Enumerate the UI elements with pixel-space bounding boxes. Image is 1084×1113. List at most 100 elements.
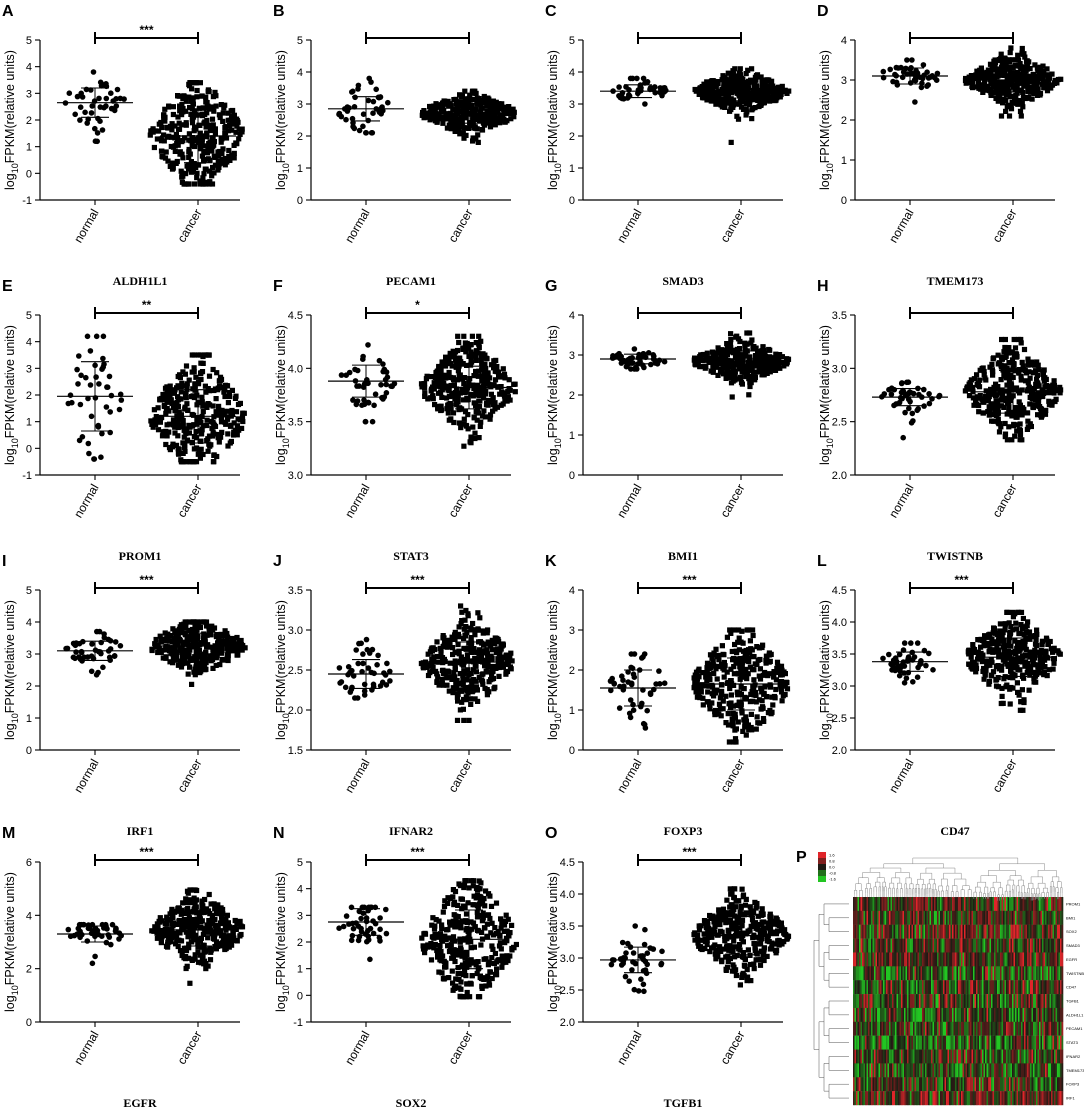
data-point-cancer (217, 114, 223, 121)
y-title-part: FPKM(relative units) (3, 50, 17, 163)
data-point-cancer (725, 70, 731, 76)
data-point-cancer (197, 428, 203, 434)
data-point-cancer (169, 647, 175, 653)
data-point-cancer (1021, 406, 1027, 412)
data-point-cancer (455, 641, 461, 648)
y-tick-label: 3 (569, 350, 575, 362)
data-point-cancer (455, 377, 461, 383)
data-point-cancer (465, 667, 471, 673)
data-point-cancer (172, 424, 178, 430)
data-point-cancer (968, 651, 974, 657)
data-point-cancer (704, 350, 710, 356)
y-tick-label: 1 (569, 430, 575, 442)
y-tick-label: 2 (26, 390, 32, 402)
data-point-cancer (172, 430, 178, 436)
data-point-cancer (1043, 407, 1049, 413)
data-point-cancer (1017, 707, 1023, 713)
data-point-cancer (717, 664, 723, 670)
data-point-cancer (1038, 662, 1044, 668)
data-point-normal (914, 640, 921, 646)
data-point-cancer (193, 80, 200, 86)
data-point-cancer (206, 181, 212, 187)
data-point-cancer (200, 175, 206, 181)
data-point-normal (76, 353, 82, 359)
data-point-cancer (773, 686, 779, 693)
data-point-cancer (751, 377, 758, 383)
data-point-cancer (988, 657, 994, 663)
y-tick-label: 1 (26, 142, 32, 154)
data-point-cancer (450, 106, 456, 112)
y-axis-title: log10FPKM(relative units) (3, 600, 20, 740)
data-point-cancer (209, 148, 215, 154)
data-point-normal (362, 418, 369, 425)
data-point-normal (88, 87, 94, 93)
data-point-cancer (189, 439, 195, 445)
data-point-cancer (161, 132, 167, 138)
data-point-cancer (768, 357, 774, 363)
y-tick-label: 4 (26, 910, 32, 922)
data-point-cancer (171, 635, 177, 641)
data-point-cancer (1048, 85, 1054, 91)
data-point-cancer (723, 78, 729, 84)
data-point-cancer (458, 660, 464, 666)
data-point-cancer (782, 683, 788, 689)
data-point-cancer (460, 687, 466, 693)
y-title-part: log (3, 995, 17, 1012)
data-point-cancer (762, 684, 768, 690)
data-point-cancer (691, 675, 697, 681)
data-point-cancer (1021, 346, 1028, 353)
y-title-part: FPKM(relative units) (3, 600, 17, 713)
data-point-cancer (161, 402, 168, 408)
data-point-cancer (990, 630, 996, 636)
y-axis-title: log10FPKM(relative units) (546, 50, 563, 190)
gene-label: IRF1 (127, 824, 154, 838)
data-point-cancer (1019, 80, 1025, 86)
data-point-cancer (777, 666, 783, 672)
data-point-cancer (470, 658, 476, 664)
data-point-cancer (197, 80, 203, 86)
data-point-cancer (442, 671, 448, 677)
data-point-cancer (201, 631, 207, 637)
data-point-cancer (474, 658, 480, 664)
data-point-cancer (484, 100, 490, 106)
data-point-cancer (199, 111, 205, 117)
data-point-cancer (968, 377, 974, 383)
data-point-cancer (730, 360, 736, 366)
data-point-cancer (1053, 396, 1059, 402)
data-point-cancer (165, 158, 171, 164)
y-tick-label: 2.0 (832, 745, 847, 757)
data-point-cancer (215, 385, 221, 391)
data-point-cancer (149, 647, 155, 654)
data-point-cancer (775, 353, 781, 359)
data-point-normal (77, 401, 84, 408)
data-point-cancer (454, 650, 460, 656)
data-point-cancer (733, 376, 739, 382)
data-point-cancer (184, 437, 191, 443)
data-point-cancer (205, 448, 211, 454)
data-point-cancer (1029, 79, 1035, 85)
data-point-cancer (998, 51, 1004, 57)
y-tick-label: 2 (26, 964, 32, 976)
data-point-cancer (1009, 437, 1015, 443)
data-point-cancer (1022, 663, 1028, 669)
data-point-normal (630, 701, 636, 708)
data-point-cancer (970, 395, 976, 401)
data-point-cancer (461, 668, 467, 674)
data-point-cancer (1003, 397, 1009, 404)
data-point-cancer (766, 85, 772, 91)
data-point-cancer (712, 709, 718, 715)
data-point-cancer (478, 419, 484, 425)
data-point-cancer (774, 659, 781, 665)
data-point-normal (891, 402, 897, 409)
y-title-part: log (274, 448, 288, 465)
data-point-cancer (170, 656, 176, 662)
data-point-cancer (464, 395, 470, 401)
data-point-normal (921, 72, 927, 79)
data-point-normal (374, 662, 380, 668)
data-point-cancer (476, 435, 482, 441)
data-point-cancer (209, 116, 216, 122)
data-point-cancer (436, 682, 442, 688)
y-title-subscript: 10 (10, 438, 20, 448)
data-point-normal (933, 77, 940, 83)
